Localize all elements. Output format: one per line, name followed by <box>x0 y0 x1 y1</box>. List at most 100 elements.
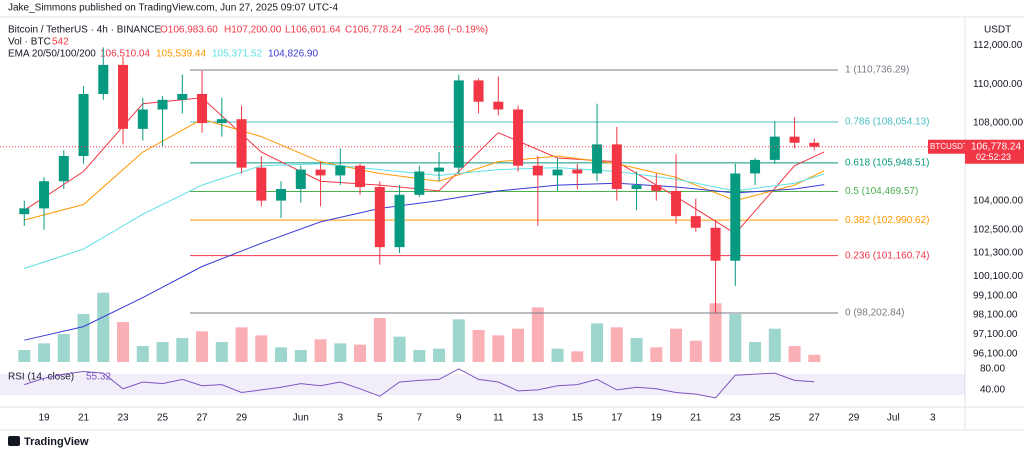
volume-bar <box>136 346 149 362</box>
y-tick-label: 110,000.00 <box>973 79 1023 90</box>
candle-body <box>631 185 642 189</box>
volume-bar <box>18 350 31 362</box>
candle-body <box>177 93 188 100</box>
rsi-label: RSI (14, close) <box>8 372 74 383</box>
x-tick-label: 25 <box>769 413 781 424</box>
volume-label: Vol · BTC <box>8 37 51 48</box>
candle-body <box>513 109 524 166</box>
candle-body <box>315 169 326 176</box>
price-tag-label: 106,778.24 <box>971 141 1021 152</box>
candle-body <box>750 159 761 174</box>
ohlc-open: O106,983.60 <box>160 25 218 36</box>
volume-bar <box>571 351 584 362</box>
x-tick-label: Jul <box>887 413 900 424</box>
x-tick-label: 21 <box>690 413 702 424</box>
rsi-last: 55.32 <box>86 372 111 383</box>
volume-bar <box>452 319 465 362</box>
symbol: Bitcoin / TetherUS · 4h · BINANCE <box>8 25 162 36</box>
volume-bar <box>77 314 90 362</box>
candle-body <box>453 80 464 168</box>
volume-bar <box>709 303 722 362</box>
countdown: 02:52:23 <box>976 152 1011 162</box>
ohlc-high: H107,200.00 <box>224 25 282 36</box>
volume-last: 542 <box>52 37 69 48</box>
candle-body <box>690 216 701 228</box>
volume-bar <box>255 335 268 362</box>
candle-body <box>197 93 208 124</box>
candle-body <box>394 194 405 248</box>
currency: USDT <box>984 25 1011 36</box>
fib-label: 0.618 (105,948.51) <box>845 157 930 168</box>
fib-label: 0.5 (104,469.57) <box>845 186 918 197</box>
ema-value: 104,826.90 <box>268 49 318 60</box>
candle-body <box>98 64 109 94</box>
fib-label: 1 (110,736.29) <box>845 65 909 76</box>
fib-label: 0 (98,202.84) <box>845 308 905 319</box>
volume-bar <box>117 322 130 362</box>
y-tick-label: 112,000.00 <box>973 40 1023 51</box>
volume-bar <box>512 328 525 362</box>
rsi-tick-label: 40.00 <box>980 385 1005 396</box>
x-tick-label: 11 <box>493 413 504 424</box>
x-tick-label: 23 <box>730 413 742 424</box>
ema-label: EMA 20/50/100/200 <box>8 49 96 60</box>
candle-body <box>611 144 622 189</box>
volume-bar <box>97 292 110 362</box>
x-tick-label: 17 <box>611 413 623 424</box>
x-tick-label: 27 <box>809 413 821 424</box>
x-tick-label: 9 <box>456 413 462 424</box>
ohlc-low: L106,601.64 <box>285 25 341 36</box>
candle-body <box>552 169 563 176</box>
candle-body <box>434 167 445 172</box>
volume-bar <box>38 343 51 362</box>
candle-body <box>256 167 267 201</box>
symbol-tag <box>928 139 965 154</box>
volume-bar <box>354 344 367 362</box>
candle-body <box>58 156 69 182</box>
candle-body <box>769 136 780 160</box>
x-tick-label: 3 <box>338 413 344 424</box>
x-tick-label: 25 <box>157 413 169 424</box>
price-tag <box>965 139 1024 164</box>
x-tick-label: Jun <box>293 413 309 424</box>
volume-bar <box>729 314 742 362</box>
volume-bar <box>531 307 544 362</box>
y-tick-label: 97,100.00 <box>973 329 1018 340</box>
y-tick-label: 99,100.00 <box>973 290 1018 301</box>
volume-bar <box>689 340 702 362</box>
candle-body <box>78 93 89 157</box>
volume-bar <box>215 342 228 362</box>
y-tick-label: 100,100.00 <box>973 271 1023 282</box>
y-tick-label: 96,100.00 <box>973 348 1018 359</box>
volume-bar <box>808 354 821 362</box>
volume-bar <box>196 331 209 362</box>
volume-bar <box>650 347 663 362</box>
candle-body <box>335 165 346 176</box>
volume-bar <box>156 342 169 362</box>
legend: Bitcoin / TetherUS · 4h · BINANCE O106,9… <box>8 25 488 383</box>
x-tick-label: 21 <box>78 413 90 424</box>
volume-bar <box>373 318 386 362</box>
candle-body <box>671 190 682 217</box>
rsi-band <box>0 374 965 396</box>
candle-body <box>216 119 227 124</box>
candle-body <box>473 80 484 102</box>
fib-label: 0.236 (101,160.74) <box>845 250 930 261</box>
volume-bar <box>630 338 643 362</box>
y-tick-label: 102,500.00 <box>973 224 1023 235</box>
candle-body <box>414 171 425 195</box>
ema-line <box>24 182 825 341</box>
candle-body <box>39 181 50 209</box>
volume-bar <box>591 323 604 362</box>
candle-body <box>157 99 168 110</box>
candle-body <box>276 188 287 201</box>
candle-body <box>532 165 543 176</box>
x-tick-label: 19 <box>38 413 50 424</box>
volume-bar <box>551 348 564 362</box>
volume-bar <box>235 327 248 362</box>
rsi-tick-label: 80.00 <box>980 363 1005 374</box>
ohlc-close: C106,778.24 <box>345 25 403 36</box>
rsi-line <box>24 368 815 399</box>
